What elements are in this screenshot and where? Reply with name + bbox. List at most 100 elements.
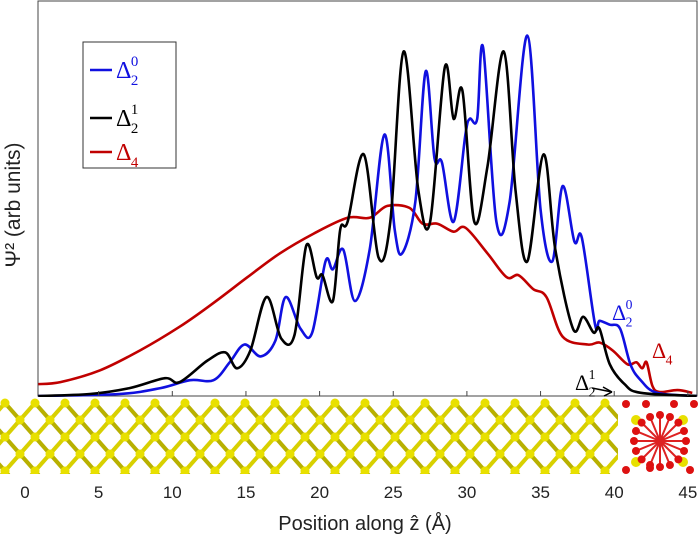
silicon-atom	[375, 415, 385, 425]
silicon-atom	[255, 415, 265, 425]
arrowhead-icon	[602, 386, 613, 397]
lattice-bond	[659, 469, 667, 474]
silicon-atom	[240, 432, 250, 442]
silicon-atom	[450, 398, 460, 408]
oxygen-atom	[642, 400, 650, 408]
silicon-atom	[330, 432, 340, 442]
annotation-delta2-1: Δ 2 1	[575, 367, 596, 400]
lattice-bond	[89, 469, 97, 474]
silicon-atom	[555, 415, 565, 425]
curve-annotations: Δ 20Δ 4Δ 21	[575, 297, 673, 400]
silicon-atom	[525, 415, 535, 425]
oxygen-atom	[631, 427, 640, 436]
svg-text:2: 2	[589, 385, 596, 400]
x-axis-label: Position along ẑ (Å)	[278, 512, 451, 535]
silicon-atom	[300, 466, 310, 474]
lattice-bond	[273, 469, 281, 474]
svg-text:0: 0	[626, 297, 633, 312]
silicon-atom	[435, 449, 445, 459]
silicon-atom	[585, 449, 595, 459]
svg-text:Δ: Δ	[612, 300, 626, 325]
svg-text:4: 4	[666, 353, 673, 368]
oxygen-atom	[682, 437, 690, 445]
silicon-atom	[195, 415, 205, 425]
silicon-atom	[210, 398, 220, 408]
svg-text:0: 0	[131, 54, 138, 70]
legend-label: Δ 2 1	[116, 102, 138, 137]
lattice-bond	[63, 469, 71, 474]
silicon-atom	[495, 449, 505, 459]
oxygen-atom	[637, 418, 646, 427]
lattice-bond	[509, 469, 517, 474]
x-tick-label: 25	[384, 483, 403, 502]
svg-text:4: 4	[131, 155, 139, 171]
series-line-1	[38, 50, 697, 397]
plot-frame	[37, 0, 698, 397]
x-tick-label: 20	[310, 483, 329, 502]
oxygen-atom	[656, 463, 664, 471]
silicon-atom	[165, 449, 175, 459]
silicon-atom	[180, 466, 190, 474]
silicon-atom	[480, 466, 490, 474]
silicon-atom	[120, 432, 130, 442]
legend: Δ 20 Δ 21 Δ 4	[82, 41, 177, 171]
silicon-atom	[30, 466, 40, 474]
lattice-bond	[183, 469, 191, 474]
silicon-atom	[60, 466, 70, 474]
silicon-atom	[540, 398, 550, 408]
silicon-atom	[390, 466, 400, 474]
silicon-atom	[270, 466, 280, 474]
silicon-atom	[30, 398, 40, 408]
silicon-atom	[510, 432, 520, 442]
silicon-atom	[30, 432, 40, 442]
oxygen-atom	[665, 461, 674, 470]
x-tick-label: 40	[605, 483, 624, 502]
silicon-atom	[210, 432, 220, 442]
oxygen-atom	[656, 411, 664, 419]
lattice-bond	[483, 469, 491, 474]
silicon-atom	[360, 398, 370, 408]
svg-text:1: 1	[131, 102, 138, 118]
silicon-atom	[390, 432, 400, 442]
oxygen-atom	[670, 400, 678, 408]
series-line-2	[38, 203, 693, 395]
silicon-atom	[45, 449, 55, 459]
silicon-atom	[435, 415, 445, 425]
x-tick-label: 15	[236, 483, 255, 502]
silicon-atom	[525, 449, 535, 459]
silicon-atom	[375, 449, 385, 459]
silicon-atom	[465, 415, 475, 425]
silicon-atom	[450, 432, 460, 442]
lattice-bond	[0, 469, 7, 474]
silicon-atom	[360, 466, 370, 474]
x-axis-ticks: 0 5 10 15 20 25 30 35 40 45	[20, 391, 697, 502]
x-tick-label: 5	[94, 483, 103, 502]
oxygen-atom	[637, 455, 646, 464]
silicon-atom	[465, 449, 475, 459]
lattice-bond	[633, 469, 641, 474]
lattice-bond	[573, 469, 581, 474]
svg-text:2: 2	[131, 73, 138, 89]
oxygen-atom	[631, 446, 640, 455]
silicon-atom	[585, 415, 595, 425]
svg-text:1: 1	[589, 367, 596, 382]
series-line-0	[38, 34, 697, 397]
oxygen-atom	[646, 464, 654, 472]
silicon-atom	[210, 466, 220, 474]
silicon-atom	[225, 415, 235, 425]
svg-text:Δ: Δ	[652, 338, 666, 363]
x-tick-label: 10	[163, 483, 182, 502]
lattice-bond	[423, 469, 431, 474]
silicon-atom	[570, 466, 580, 474]
silicon-atom	[0, 398, 10, 408]
svg-text:Δ: Δ	[116, 140, 131, 166]
lattice-bond	[149, 469, 157, 474]
oxygen-atom	[622, 400, 630, 408]
silicon-atom	[135, 449, 145, 459]
x-tick-label: 35	[531, 483, 550, 502]
silicon-atom	[90, 466, 100, 474]
legend-label: Δ 2 0	[116, 54, 138, 89]
silicon-atom	[0, 432, 10, 442]
silicon-atom	[255, 449, 265, 459]
